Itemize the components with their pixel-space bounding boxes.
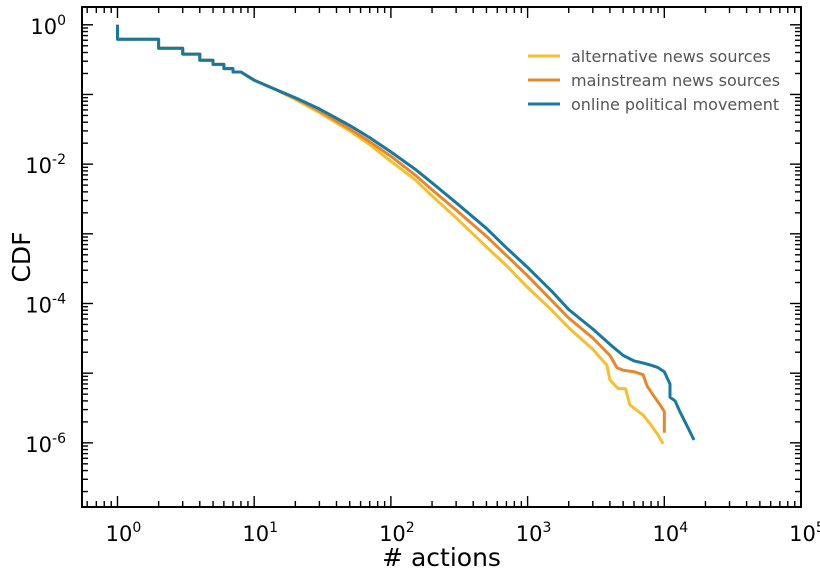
y-axis-label: CDF <box>7 231 36 282</box>
legend-label: alternative news sources <box>571 47 771 66</box>
x-tick-label: 101 <box>242 520 278 546</box>
x-tick-label: 104 <box>652 520 688 546</box>
legend: alternative news sources mainstream news … <box>528 47 780 114</box>
tick-layer: 100 101 102 103 104 105 100 10-2 10-4 10-6 <box>25 7 820 546</box>
x-axis-label: # actions <box>382 543 501 572</box>
y-tick-label: 100 <box>30 13 66 39</box>
x-tick-label: 102 <box>379 520 415 546</box>
legend-label: online political movement <box>571 95 779 114</box>
y-tick-label: 10-4 <box>25 291 66 317</box>
plot-frame <box>81 6 802 508</box>
series-line-3 <box>116 24 696 441</box>
y-tick-label: 10-6 <box>25 431 66 457</box>
series-layer <box>116 24 696 445</box>
x-tick-label: 100 <box>106 520 142 546</box>
x-tick-label: 103 <box>516 520 552 546</box>
x-tick-label: 105 <box>789 520 820 546</box>
legend-label: mainstream news sources <box>571 71 780 90</box>
y-tick-label: 10-2 <box>25 152 66 178</box>
